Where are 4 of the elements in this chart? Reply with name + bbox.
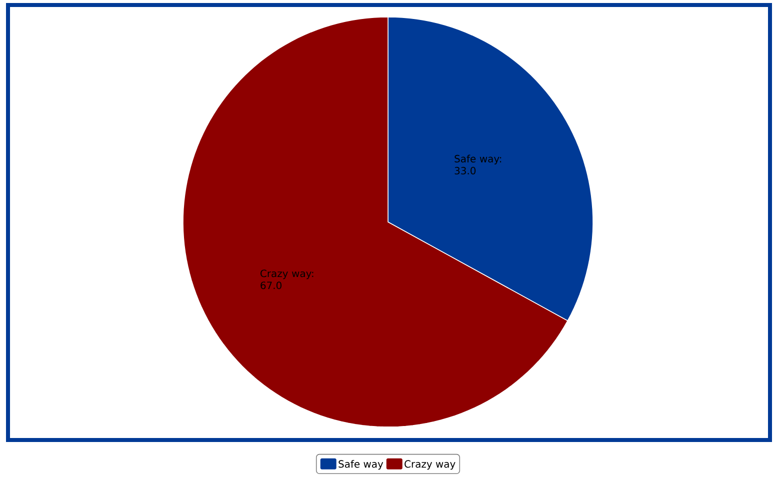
legend-label: Crazy way — [404, 460, 456, 470]
data-label: Crazy way: 67.0 — [260, 270, 314, 290]
data-label: Safe way: 33.0 — [454, 154, 502, 174]
legend-label: Safe way — [338, 460, 384, 470]
